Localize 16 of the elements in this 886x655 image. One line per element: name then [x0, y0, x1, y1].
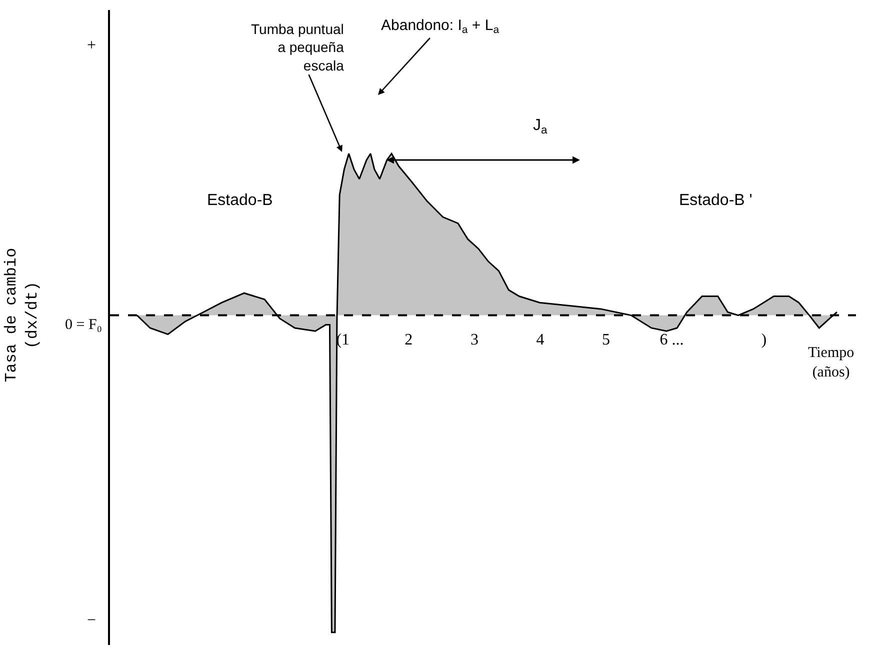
text: 0 = F₀ — [65, 317, 102, 333]
text: J$_{a}$ — [533, 117, 548, 136]
x-tick-label: 6 ... — [660, 331, 684, 348]
x-axis-title: Tiempo (años) — [808, 345, 854, 380]
text: − — [87, 612, 96, 629]
annotation: Estado-B — [207, 192, 273, 209]
x-tick-label: 5 — [602, 331, 610, 348]
annotation: Estado-B ' — [679, 192, 752, 209]
text: + — [87, 37, 96, 54]
y-axis-title: Tasa de cambio (dx/dt) — [2, 248, 42, 382]
text: Tumba puntual a pequeña escala — [251, 21, 344, 74]
x-tick-label: ) — [761, 331, 767, 348]
x-tick-label: 4 — [536, 331, 544, 348]
x-tick-label: 2 — [404, 331, 413, 348]
x-tick-label: 3 — [470, 331, 478, 348]
text: Abandono: I$_{a}$ + L$_{a}$ — [381, 17, 500, 36]
